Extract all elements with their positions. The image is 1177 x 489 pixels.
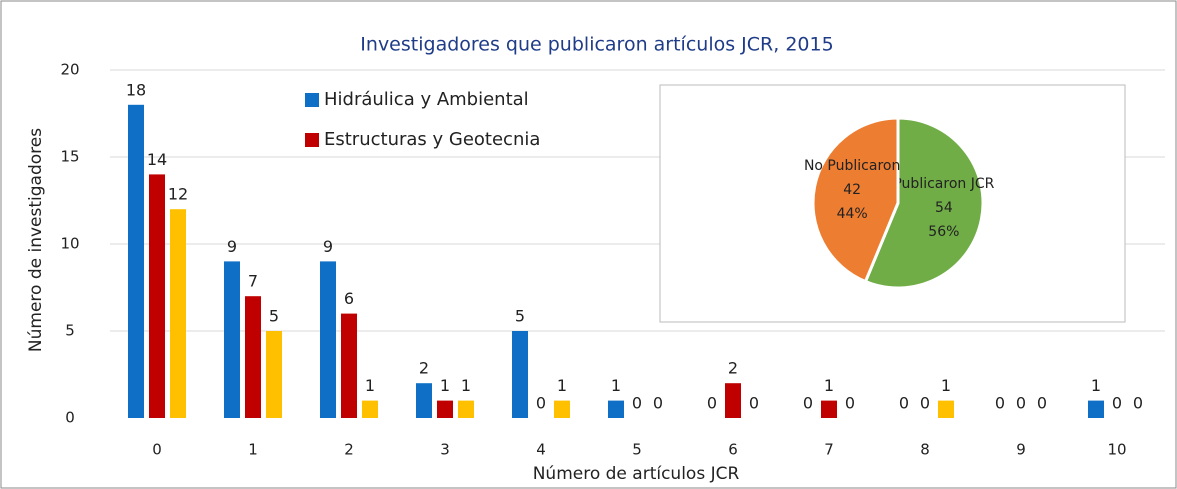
y-tick-label: 20 bbox=[60, 61, 79, 79]
data-label: 18 bbox=[126, 80, 146, 99]
x-tick-label: 5 bbox=[632, 441, 642, 459]
bar bbox=[245, 296, 261, 418]
data-label: 1 bbox=[461, 376, 471, 395]
bar bbox=[362, 400, 378, 418]
bar bbox=[341, 313, 357, 418]
data-label: 0 bbox=[995, 394, 1005, 413]
bar bbox=[512, 331, 528, 418]
bar bbox=[320, 261, 336, 418]
x-axis-title: Número de artículos JCR bbox=[533, 464, 740, 484]
bar bbox=[725, 383, 741, 418]
bar bbox=[224, 261, 240, 418]
x-tick-label: 4 bbox=[536, 441, 546, 459]
bar bbox=[821, 400, 837, 418]
data-label: 1 bbox=[1091, 376, 1101, 395]
data-label: 0 bbox=[749, 394, 759, 413]
chart-title: Investigadores que publicaron artículos … bbox=[360, 34, 833, 56]
data-label: 0 bbox=[845, 394, 855, 413]
x-tick-label: 0 bbox=[152, 441, 162, 459]
data-label: 2 bbox=[419, 359, 429, 378]
data-label: 14 bbox=[147, 150, 167, 169]
legend-label: Hidráulica y Ambiental bbox=[324, 89, 529, 110]
bar bbox=[266, 331, 282, 418]
bar bbox=[1088, 400, 1104, 418]
data-label: 9 bbox=[323, 237, 333, 256]
pie-value: 42 bbox=[843, 182, 861, 198]
data-label: 1 bbox=[557, 376, 567, 395]
pie-value: 54 bbox=[935, 200, 953, 216]
data-label: 0 bbox=[803, 394, 813, 413]
data-label: 7 bbox=[248, 272, 258, 291]
x-tick-label: 6 bbox=[728, 441, 738, 459]
bar bbox=[458, 400, 474, 418]
bar bbox=[170, 209, 186, 418]
legend-swatch bbox=[305, 133, 319, 147]
data-label: 0 bbox=[1016, 394, 1026, 413]
data-label: 0 bbox=[1133, 394, 1143, 413]
data-label: 9 bbox=[227, 237, 237, 256]
data-label: 1 bbox=[440, 376, 450, 395]
data-label: 1 bbox=[365, 376, 375, 395]
pie-percent: 44% bbox=[837, 206, 868, 222]
data-label: 0 bbox=[632, 394, 642, 413]
pie-percent: 56% bbox=[928, 224, 959, 240]
y-tick-label: 15 bbox=[60, 148, 79, 166]
bar bbox=[128, 104, 144, 419]
data-label: 0 bbox=[920, 394, 930, 413]
data-label: 0 bbox=[899, 394, 909, 413]
data-label: 0 bbox=[1112, 394, 1122, 413]
legend-label: Estructuras y Geotecnia bbox=[324, 129, 540, 150]
data-label: 1 bbox=[611, 376, 621, 395]
data-label: 5 bbox=[269, 307, 279, 326]
data-label: 0 bbox=[536, 394, 546, 413]
y-tick-label: 5 bbox=[65, 322, 75, 340]
pie-label: Publicaron JCR bbox=[893, 176, 994, 192]
pie-label: No Publicaron bbox=[804, 158, 900, 174]
bar bbox=[416, 383, 432, 418]
bar bbox=[608, 400, 624, 418]
pie-slice bbox=[863, 116, 985, 290]
x-tick-label: 10 bbox=[1107, 441, 1126, 459]
data-label: 5 bbox=[515, 307, 525, 326]
bar bbox=[437, 400, 453, 418]
y-tick-label: 10 bbox=[60, 235, 79, 253]
bar bbox=[938, 400, 954, 418]
data-label: 0 bbox=[707, 394, 717, 413]
legend-swatch bbox=[305, 93, 319, 107]
x-tick-label: 9 bbox=[1016, 441, 1026, 459]
data-label: 1 bbox=[941, 376, 951, 395]
data-label: 1 bbox=[824, 376, 834, 395]
x-tick-label: 1 bbox=[248, 441, 258, 459]
data-label: 0 bbox=[1037, 394, 1047, 413]
data-label: 12 bbox=[168, 185, 188, 204]
y-tick-label: 0 bbox=[65, 409, 75, 427]
pie-slice bbox=[811, 116, 900, 284]
bar bbox=[149, 174, 165, 418]
data-label: 0 bbox=[653, 394, 663, 413]
data-label: 6 bbox=[344, 289, 354, 308]
x-tick-label: 2 bbox=[344, 441, 354, 459]
y-axis-title: Número de investigadores bbox=[26, 128, 46, 352]
x-tick-label: 8 bbox=[920, 441, 930, 459]
x-tick-label: 3 bbox=[440, 441, 450, 459]
data-label: 2 bbox=[728, 359, 738, 378]
x-tick-label: 7 bbox=[824, 441, 834, 459]
bar bbox=[554, 400, 570, 418]
